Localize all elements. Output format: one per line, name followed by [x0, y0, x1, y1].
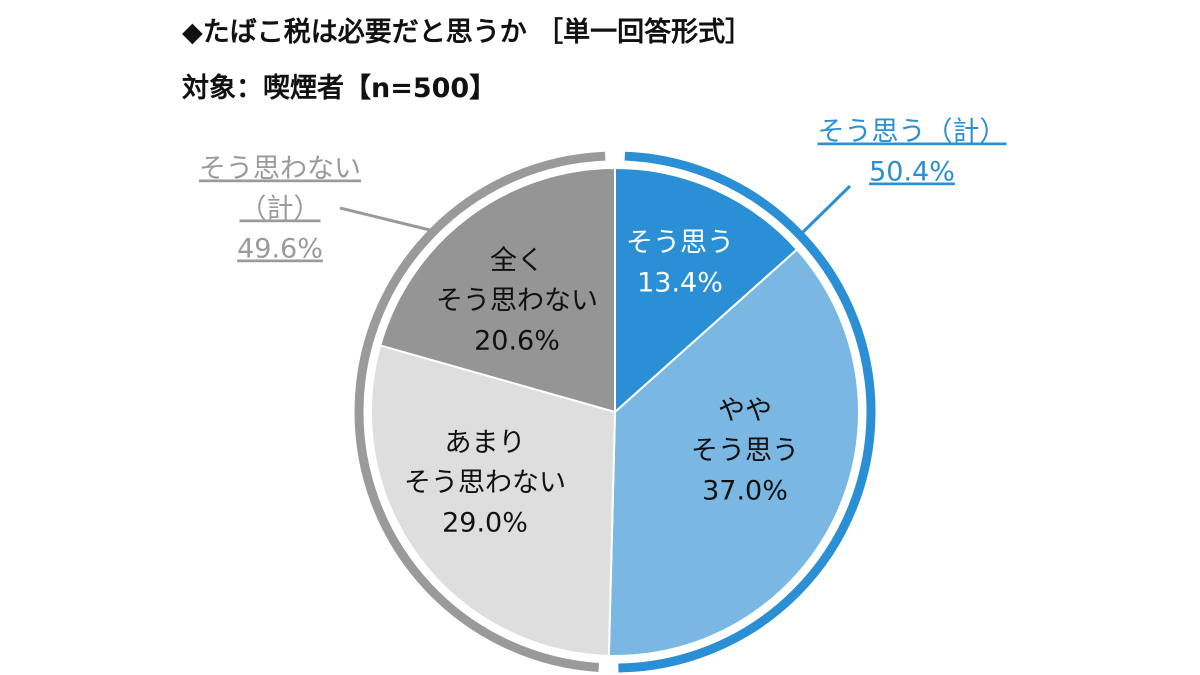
callout-label-1: そう思う（計） 50.4%: [818, 117, 1007, 188]
pie-slice-4: [379, 166, 616, 414]
slice-label-3: あまりそう思わない 29.0%: [404, 428, 566, 539]
pie-slice-2: [607, 248, 860, 657]
group-ring-1: [618, 151, 876, 673]
group-ring-2: [354, 151, 606, 672]
group-callouts: そう思う（計） 50.4% そう思わない（計） 49.6%: [199, 117, 1007, 265]
slice-label-2: ややそう思う 37.0%: [691, 396, 799, 507]
page-title: ◆たばこ税は必要だと思うか ［単一回答形式］: [182, 17, 753, 48]
page-subtitle: 対象：喫煙者【n=500】: [182, 73, 497, 104]
slice-label-1: そう思う 13.4%: [626, 228, 734, 299]
group-rings: [354, 151, 876, 673]
callout-label-2: そう思わない（計） 49.6%: [199, 154, 361, 265]
callout-leader-2: [339, 206, 431, 232]
slice-labels: そう思う 13.4% ややそう思う 37.0% あまりそう思わない 29.0% 全くそう思わ…: [404, 228, 799, 539]
pie-slices: [370, 166, 860, 657]
pie-slice-3: [370, 344, 617, 657]
pie-slice-1: [614, 166, 799, 415]
callout-leader-1: [798, 184, 852, 237]
slice-label-4: 全くそう思わない 20.6%: [436, 246, 598, 357]
